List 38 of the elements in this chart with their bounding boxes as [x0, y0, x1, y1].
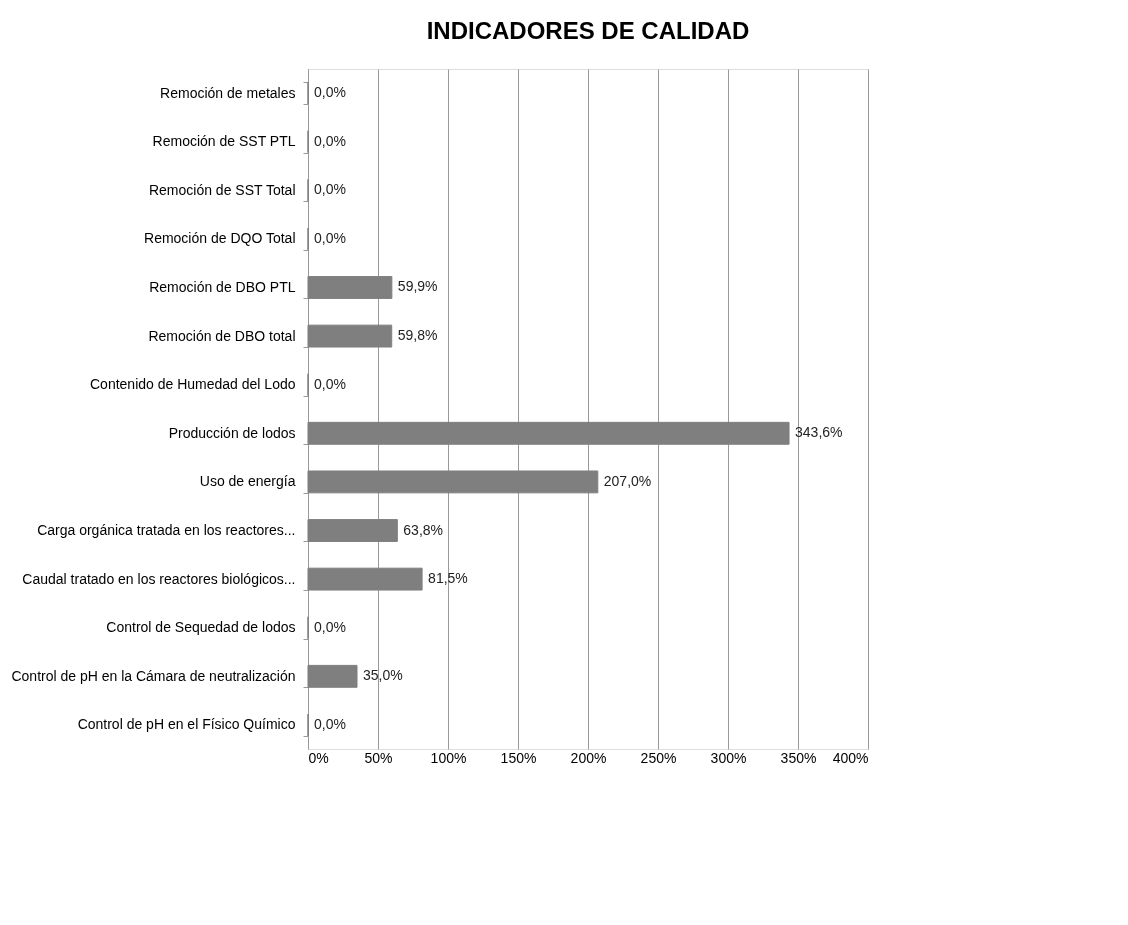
x-tick-label: 300%	[710, 749, 747, 766]
data-label: 0,0%	[314, 715, 346, 732]
x-tick-label: 0%	[308, 749, 329, 766]
y-tick-label: Remoción de DBO total	[148, 327, 296, 344]
data-label: 35,0%	[363, 667, 403, 684]
y-tick-label: Producción de lodos	[168, 424, 296, 441]
y-tick-label: Remoción de SST Total	[148, 181, 296, 198]
data-label: 59,9%	[397, 278, 438, 295]
y-tick-label: Remoción de DQO Total	[144, 230, 296, 247]
data-label: 343,6%	[795, 424, 843, 441]
y-tick-label: Remoción de SST PTL	[152, 133, 296, 150]
data-label: 0,0%	[314, 618, 346, 635]
y-tick-label: Remoción de DBO PTL	[149, 278, 296, 295]
y-tick-label: Control de pH en el Físico Químico	[77, 716, 296, 733]
data-label: 0,0%	[314, 229, 346, 246]
x-tick-label: 200%	[570, 749, 607, 766]
data-label: 81,5%	[428, 570, 468, 587]
x-tick-label: 150%	[500, 749, 537, 766]
data-label: 63,8%	[403, 521, 444, 538]
data-label: 0,0%	[314, 375, 346, 392]
x-tick-label: 400%	[832, 749, 869, 766]
x-tick-label: 350%	[780, 749, 817, 766]
y-tick-label: Carga orgánica tratada en los reactores...	[37, 522, 296, 539]
data-label: 0,0%	[314, 84, 346, 101]
chart-title: INDICADORES DE CALIDAD	[426, 17, 750, 44]
y-tick-label: Remoción de metales	[160, 84, 296, 101]
x-tick-label: 250%	[640, 749, 677, 766]
y-tick-label: Control de Sequedad de lodos	[106, 619, 296, 636]
data-label: 59,8%	[397, 327, 438, 344]
data-label: 0,0%	[314, 132, 346, 149]
data-label: 207,0%	[603, 472, 652, 489]
y-tick-label: Caudal tratado en los reactores biológicos...	[22, 570, 296, 587]
x-tick-label: 100%	[430, 749, 467, 766]
y-tick-label: Uso de energía	[199, 473, 296, 490]
data-label: 0,0%	[314, 181, 346, 198]
y-tick-label: Control de pH en la Cámara de neutralización	[11, 667, 296, 684]
y-tick-label: Contenido de Humedad del Lodo	[90, 376, 296, 393]
x-tick-label: 50%	[364, 749, 393, 766]
